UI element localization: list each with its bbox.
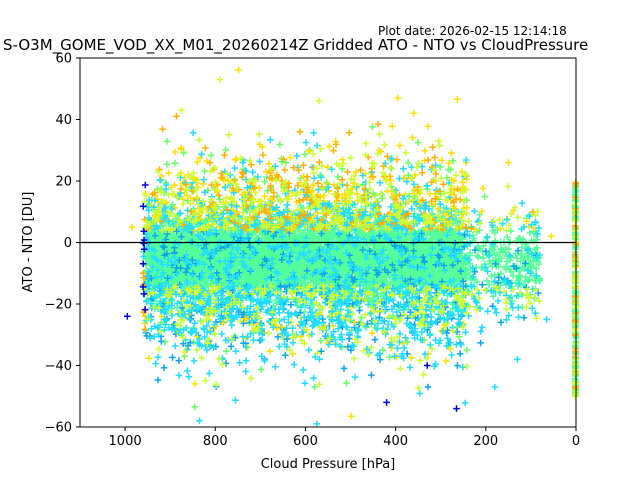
y-axis-ticks: 60 40 20 0 −20 −40 −60 (45, 52, 80, 436)
x-tick-label: 1000 (109, 434, 142, 449)
y-tick-label: −20 (45, 298, 72, 313)
chart-title: S-O3M_GOME_VOD_XX_M01_20260214Z Gridded … (3, 36, 588, 55)
x-tick-label: 200 (473, 434, 498, 449)
y-tick-label: −40 (45, 359, 72, 374)
x-tick-label: 0 (572, 434, 580, 449)
x-tick-label: 600 (293, 434, 318, 449)
data-points (124, 66, 580, 428)
x-tick-label: 800 (203, 434, 228, 449)
y-tick-label: 40 (55, 113, 72, 128)
x-axis-ticks: 1000 800 600 400 200 0 (109, 427, 580, 449)
y-tick-label: 20 (55, 175, 72, 190)
y-tick-label: −60 (45, 421, 72, 436)
x-axis-label: Cloud Pressure [hPa] (261, 457, 396, 472)
y-tick-label: 0 (64, 236, 72, 251)
y-tick-label: 60 (55, 52, 72, 67)
point-markers (141, 76, 580, 400)
x-tick-label: 400 (383, 434, 408, 449)
plot-date: Plot date: 2026-02-15 12:14:18 (378, 24, 567, 38)
y-axis-label: ATO - NTO [DU] (21, 192, 36, 293)
